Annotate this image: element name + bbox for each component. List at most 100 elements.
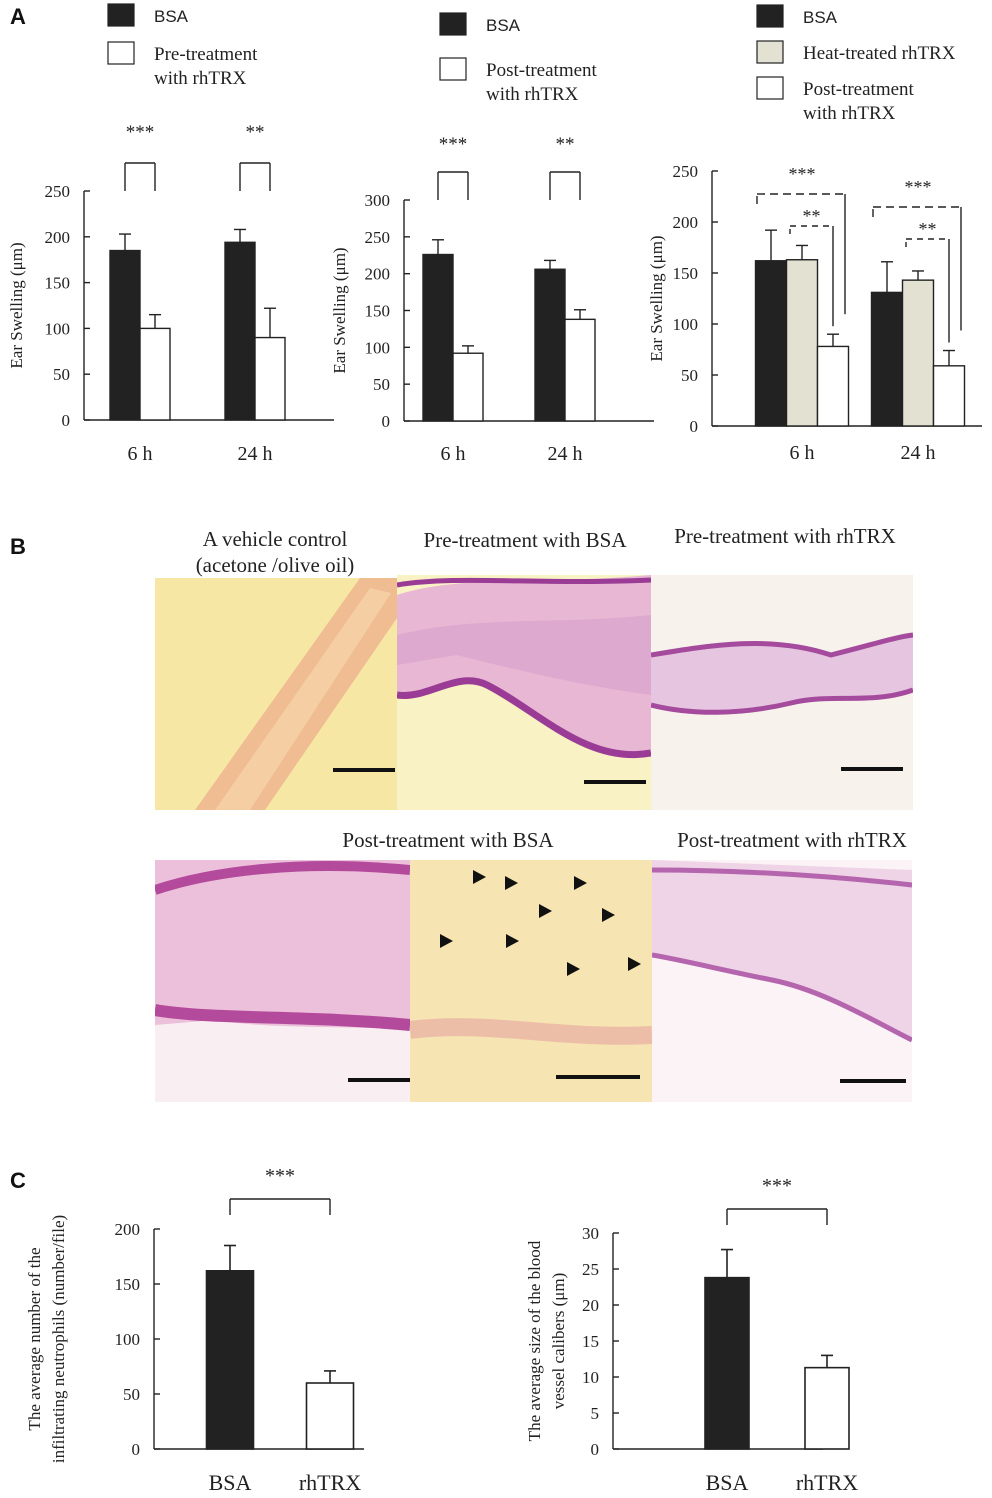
caption-pre-rhtrx: Pre-treatment with rhTRX	[674, 524, 896, 548]
legend-label: Post-treatment	[486, 60, 598, 81]
significance-label: ***	[126, 122, 155, 143]
bar	[534, 268, 566, 422]
y-tick-label: 150	[673, 264, 699, 283]
x-tick-label: 6 h	[790, 442, 815, 464]
y-tick-label: 100	[45, 319, 71, 338]
bar	[901, 279, 935, 427]
y-tick-label: 50	[681, 366, 698, 385]
significance-label: **	[803, 206, 821, 226]
x-tick-label: 24 h	[238, 443, 273, 465]
y-axis-label: The average size of the blood	[525, 1240, 544, 1441]
significance-label: **	[246, 122, 265, 143]
bar	[224, 241, 256, 421]
bar	[422, 253, 454, 422]
y-tick-label: 15	[582, 1332, 599, 1351]
y-tick-label: 150	[365, 302, 391, 321]
scale-bar	[841, 767, 903, 771]
scale-bar	[333, 768, 395, 772]
significance-label: ***	[789, 164, 816, 184]
y-axis-label: infiltrating neutrophils (number/file)	[49, 1215, 68, 1463]
bar	[804, 1366, 850, 1450]
x-tick-label: rhTRX	[299, 1470, 361, 1495]
y-tick-label: 0	[591, 1440, 600, 1459]
caption-post-rhtrx: Post-treatment with rhTRX	[677, 828, 907, 852]
x-tick-label: 6 h	[441, 443, 466, 465]
significance-label: **	[919, 219, 937, 239]
legend-swatch	[756, 4, 784, 28]
y-axis-label: The average number of the	[25, 1247, 44, 1430]
bar	[305, 1382, 355, 1450]
panel-label-b: B	[10, 534, 26, 559]
significance-label: ***	[439, 134, 468, 155]
y-tick-label: 100	[115, 1330, 141, 1349]
y-tick-label: 50	[53, 365, 70, 384]
micrograph-post-treatment-rhtrx	[652, 860, 912, 1102]
bar	[785, 259, 819, 427]
legend-swatch	[107, 3, 135, 27]
y-tick-label: 25	[582, 1260, 599, 1279]
y-axis-label: Ear Swelling (μm)	[647, 235, 666, 361]
legend-swatch	[439, 57, 467, 81]
y-tick-label: 200	[673, 213, 699, 232]
legend-swatch	[107, 41, 135, 65]
y-axis-label: Ear Swelling (μm)	[7, 242, 26, 368]
y-tick-label: 30	[582, 1224, 599, 1243]
legend-label: with rhTRX	[486, 84, 579, 105]
bar	[932, 365, 966, 427]
bar	[704, 1276, 750, 1450]
bar	[452, 352, 484, 422]
legend-label: BSA	[486, 16, 521, 35]
micrograph-post-treatment-bsa	[155, 860, 410, 1102]
bar	[254, 336, 286, 421]
legend-label: with rhTRX	[154, 68, 247, 89]
y-tick-label: 100	[673, 315, 699, 334]
y-tick-label: 0	[382, 412, 391, 431]
bar	[205, 1270, 255, 1450]
y-tick-label: 150	[115, 1275, 141, 1294]
y-tick-label: 300	[365, 191, 391, 210]
y-tick-label: 250	[365, 228, 391, 247]
legend-swatch	[756, 76, 784, 100]
scale-bar	[348, 1078, 410, 1082]
significance-label: ***	[905, 177, 932, 197]
x-tick-label: BSA	[706, 1470, 749, 1495]
y-tick-label: 250	[45, 182, 71, 201]
y-tick-label: 200	[365, 265, 391, 284]
caption-vehicle-control: A vehicle control (acetone /olive oil)	[195, 527, 355, 577]
y-tick-label: 200	[45, 228, 71, 247]
y-tick-label: 0	[62, 411, 71, 430]
y-tick-label: 150	[45, 274, 71, 293]
caption-pre-bsa: Pre-treatment with BSA	[423, 528, 627, 552]
legend-swatch	[756, 40, 784, 64]
scale-bar	[584, 780, 646, 784]
bar	[870, 291, 904, 427]
legend-label: BSA	[803, 8, 838, 27]
y-tick-label: 10	[582, 1368, 599, 1387]
scale-bar	[840, 1079, 906, 1083]
significance-label: ***	[762, 1175, 792, 1197]
significance-label: ***	[265, 1165, 295, 1187]
x-tick-label: BSA	[209, 1470, 252, 1495]
panel-label-a: A	[10, 4, 26, 29]
micrograph-vehicle-control	[155, 578, 397, 810]
y-tick-label: 250	[673, 162, 699, 181]
bar	[816, 345, 850, 427]
y-tick-label: 100	[365, 338, 391, 357]
y-tick-label: 50	[373, 375, 390, 394]
x-tick-label: 24 h	[901, 442, 936, 464]
x-tick-label: 6 h	[128, 443, 153, 465]
y-tick-label: 0	[132, 1440, 141, 1459]
significance-label: **	[556, 134, 575, 155]
y-tick-label: 5	[591, 1404, 600, 1423]
scale-bar	[556, 1075, 640, 1079]
y-tick-label: 20	[582, 1296, 599, 1315]
bar	[564, 318, 596, 422]
y-tick-label: 0	[690, 417, 699, 436]
y-tick-label: 200	[115, 1220, 141, 1239]
caption-post-bsa: Post-treatment with BSA	[342, 828, 554, 852]
legend-label: BSA	[154, 7, 189, 26]
x-tick-label: 24 h	[548, 443, 583, 465]
legend-label: with rhTRX	[803, 103, 896, 124]
micrograph-pre-treatment-bsa	[397, 575, 651, 810]
bar	[754, 260, 788, 427]
